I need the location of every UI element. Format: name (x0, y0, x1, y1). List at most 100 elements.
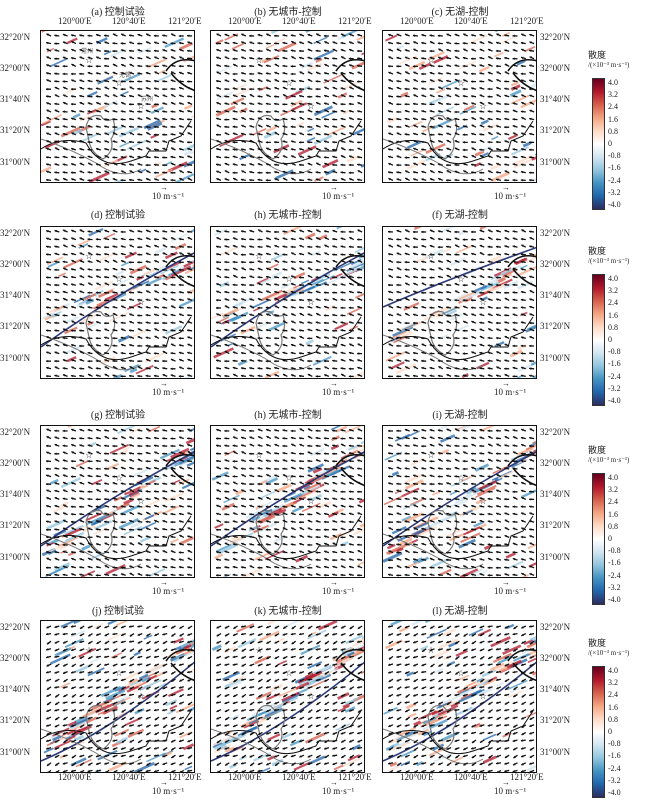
wind-vector (45, 245, 52, 248)
wind-vector (145, 648, 151, 652)
wind-vector (298, 467, 305, 470)
arrow-icon: → (160, 379, 168, 388)
wind-vector (257, 321, 263, 325)
divergence-shading (114, 728, 130, 737)
wind-vector (128, 163, 135, 166)
wind-vector (137, 110, 143, 113)
divergence-shading (413, 227, 422, 231)
wind-vector (504, 237, 510, 241)
wind-vector (282, 245, 288, 248)
wind-vector (404, 229, 410, 233)
divergence-shading (525, 256, 536, 263)
wind-vector (249, 467, 255, 470)
wind-vector (104, 259, 110, 263)
wind-vector (429, 169, 435, 174)
wind-vector (332, 558, 338, 562)
wind-vector (71, 655, 77, 660)
wind-vector (62, 451, 68, 455)
wind-vector (274, 625, 280, 629)
divergence-shading (265, 477, 279, 485)
wind-vector (290, 632, 296, 636)
wind-vector (54, 147, 60, 151)
wind-vector (265, 321, 271, 325)
wind-vector (512, 148, 518, 151)
wind-vector (520, 512, 527, 516)
wind-vector (46, 489, 52, 493)
wind-vector (348, 436, 354, 440)
wind-vector (324, 373, 330, 378)
divergence-shading (330, 444, 340, 451)
wind-vector (487, 78, 493, 83)
wind-vector (487, 140, 493, 144)
wind-vector (348, 64, 355, 68)
wind-vector (62, 512, 68, 516)
wind-vector (54, 739, 60, 744)
wind-vector (79, 678, 85, 681)
wind-vector (79, 625, 85, 630)
wind-vector (307, 519, 313, 523)
wind-vector (79, 754, 85, 758)
wind-vector (224, 41, 230, 45)
wind-vector (520, 41, 526, 45)
wind-vector (504, 459, 510, 463)
wind-vector (145, 328, 151, 332)
wind-vector (45, 535, 52, 539)
lat-label: 32°20′N (0, 32, 31, 42)
wind-vector (45, 178, 52, 182)
wind-vector (512, 490, 518, 494)
wind-vector (187, 769, 193, 772)
wind-vector (257, 686, 263, 690)
wind-vector (274, 268, 280, 271)
wind-vector (266, 154, 272, 159)
wind-vector (290, 267, 296, 271)
wind-vector (340, 276, 346, 279)
wind-vector (249, 663, 255, 667)
wind-vector (429, 428, 435, 432)
wind-vector (162, 117, 168, 121)
wind-vector (274, 102, 280, 106)
wind-vector (404, 297, 410, 301)
wind-vector (471, 320, 477, 324)
lat-label: 31°00′N (0, 353, 31, 363)
wind-vector (187, 132, 193, 136)
wind-vector (79, 358, 85, 362)
wind-vector (404, 374, 410, 378)
wind-vector (112, 573, 118, 577)
wind-vector (332, 693, 338, 697)
wind-vector (249, 93, 255, 98)
wind-vector (95, 65, 101, 68)
wind-vector (232, 110, 238, 113)
wind-vector (299, 655, 305, 659)
wind-vector (54, 72, 60, 75)
wind-vector (387, 41, 394, 45)
divergence-shading (345, 426, 362, 434)
wind-vector (145, 267, 151, 271)
wind-vector (487, 95, 493, 98)
wind-vector (404, 336, 410, 340)
wind-vector (79, 701, 85, 704)
wind-vector (274, 297, 280, 301)
divergence-shading (314, 176, 324, 182)
wind-vector (387, 459, 394, 463)
wind-vector (265, 267, 272, 271)
wind-vector (282, 117, 288, 121)
wind-vector (46, 312, 52, 317)
divergence-shading (278, 659, 288, 665)
wind-vector (249, 474, 255, 478)
wind-vector (520, 505, 526, 508)
wind-vector (413, 358, 419, 362)
lat-label: 31°40′N (0, 489, 31, 499)
wind-vector (104, 49, 110, 53)
wind-vector (348, 497, 354, 501)
wind-vector (224, 298, 230, 302)
wind-vector (145, 244, 151, 248)
divergence-shading (123, 72, 141, 83)
wind-vector (170, 724, 176, 728)
divergence-shading (507, 560, 524, 570)
wind-vector (137, 170, 143, 174)
wind-vector (54, 178, 60, 182)
wind-vector (70, 171, 76, 174)
wind-vector (487, 48, 493, 52)
wind-vector (357, 366, 363, 370)
wind-vector (437, 260, 444, 264)
